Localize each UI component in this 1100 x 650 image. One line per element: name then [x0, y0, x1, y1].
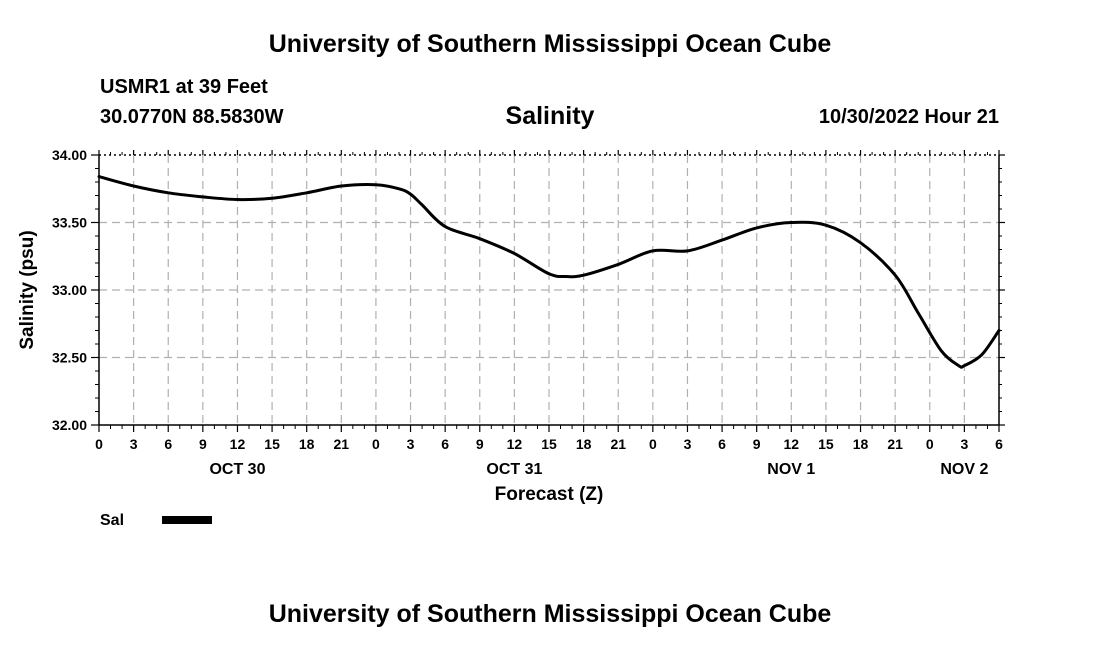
axis-ticks [91, 150, 1005, 432]
x-tick-label: 3 [960, 436, 968, 452]
footer-title: University of Southern Mississippi Ocean… [268, 600, 832, 628]
station-label: USMR1 at 39 Feet [100, 76, 268, 98]
x-tick-label: 0 [372, 436, 380, 452]
y-tick-label: 33.00 [52, 282, 87, 298]
x-tick-label: 21 [334, 436, 350, 452]
x-tick-label: 15 [264, 436, 280, 452]
date-label: NOV 1 [767, 461, 815, 478]
x-tick-label: 9 [753, 436, 761, 452]
x-tick-label: 18 [853, 436, 869, 452]
x-tick-label: 18 [576, 436, 592, 452]
x-tick-label: 3 [130, 436, 138, 452]
variable-title: Salinity [505, 102, 595, 130]
x-tick-label: 6 [164, 436, 172, 452]
y-axis-label: Salinity (psu) [17, 230, 38, 349]
x-tick-label: 0 [95, 436, 103, 452]
x-axis-label: Forecast (Z) [495, 484, 604, 505]
forecast-timestamp: 10/30/2022 Hour 21 [818, 106, 999, 128]
x-tick-label: 12 [784, 436, 800, 452]
x-tick-label: 12 [507, 436, 523, 452]
y-tick-label: 32.50 [52, 350, 87, 366]
series-line-sal [97, 175, 1001, 369]
legend-swatch [162, 516, 212, 524]
x-tick-label: 12 [230, 436, 246, 452]
x-tick-label: 9 [199, 436, 207, 452]
x-tick-label: 9 [476, 436, 484, 452]
x-tick-label: 0 [649, 436, 657, 452]
x-tick-label: 6 [718, 436, 726, 452]
date-label: OCT 30 [209, 461, 265, 478]
x-tick-label: 3 [684, 436, 692, 452]
legend-label: Sal [100, 512, 124, 529]
data-series [97, 175, 1001, 369]
y-tick-label: 33.50 [52, 215, 87, 231]
station-coordinates: 30.0770N 88.5830W [100, 106, 284, 128]
chart-title: University of Southern Mississippi Ocean… [268, 30, 832, 58]
x-tick-label: 15 [541, 436, 557, 452]
x-tick-label: 6 [995, 436, 1003, 452]
x-tick-label: 21 [610, 436, 626, 452]
grid-lines [99, 155, 999, 425]
y-tick-label: 32.00 [52, 417, 87, 433]
x-tick-label: 18 [299, 436, 315, 452]
legend: Sal [100, 512, 212, 529]
tick-labels: 0 3 6 9 12 15 18 21 0 3 6 9 12 15 18 21 0 3 6 9 12 15 18 21 0 3 6 3… [52, 147, 1003, 478]
date-label: OCT 31 [486, 461, 542, 478]
x-tick-label: 21 [887, 436, 903, 452]
date-label: NOV 2 [940, 461, 988, 478]
x-tick-label: 3 [407, 436, 415, 452]
x-tick-label: 0 [926, 436, 934, 452]
y-tick-label: 34.00 [52, 147, 87, 163]
x-tick-label: 15 [818, 436, 834, 452]
x-tick-label: 6 [441, 436, 449, 452]
